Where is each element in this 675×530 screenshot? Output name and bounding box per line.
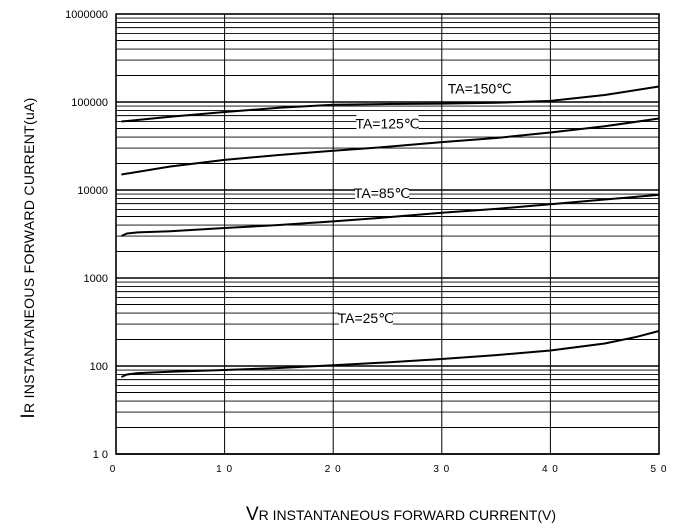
y-axis-label-text: R INSTANTANEOUS FORWARD CURRENT(uA) [21,97,37,413]
series-label-bg [355,184,410,203]
series-line [121,117,660,176]
series-label-bg [448,79,511,98]
y-tick-label: 1000 [84,273,108,285]
series-line [120,330,660,378]
series-label: TA=125℃ [355,116,419,132]
series-label: TA=85℃ [354,185,410,201]
x-axis-label-prefix: V [246,504,259,525]
series-line [120,193,660,237]
series-label-bg [356,114,419,133]
y-tick-label: 1000000 [65,9,108,21]
x-axis-label-text: R INSTANTANEOUS FORWARD CURRENT(V) [259,507,556,523]
y-tick-label: 100 [90,361,108,373]
series-label: TA=25℃ [338,310,394,326]
x-axis-label: VR INSTANTANEOUS FORWARD CURRENT(V) [246,504,556,525]
series-line [121,85,660,123]
x-tick-label: 2 0 [325,464,342,475]
series-labels: TA=150℃ TA=125℃ TA=85℃ TA=25℃ [338,79,512,327]
series-label-bg [338,308,393,327]
y-tick-label: 1 0 [93,449,108,461]
y-axis-label-prefix: I [18,413,39,419]
y-axis-label: IR INSTANTANEOUS FORWARD CURRENT(uA) [18,97,39,418]
x-tick-label: 4 0 [542,464,559,475]
y-tick-label: 100000 [71,97,108,109]
x-tick-label: 0 [110,464,117,475]
x-tick-label: 5 0 [651,464,668,475]
series-label: TA=150℃ [448,80,512,96]
x-tick-label: 3 0 [433,464,450,475]
y-tick-label: 10000 [77,185,108,197]
plot-frame [115,13,660,455]
x-tick-label: 1 0 [216,464,233,475]
grid [115,13,660,455]
series-lines [120,85,660,378]
